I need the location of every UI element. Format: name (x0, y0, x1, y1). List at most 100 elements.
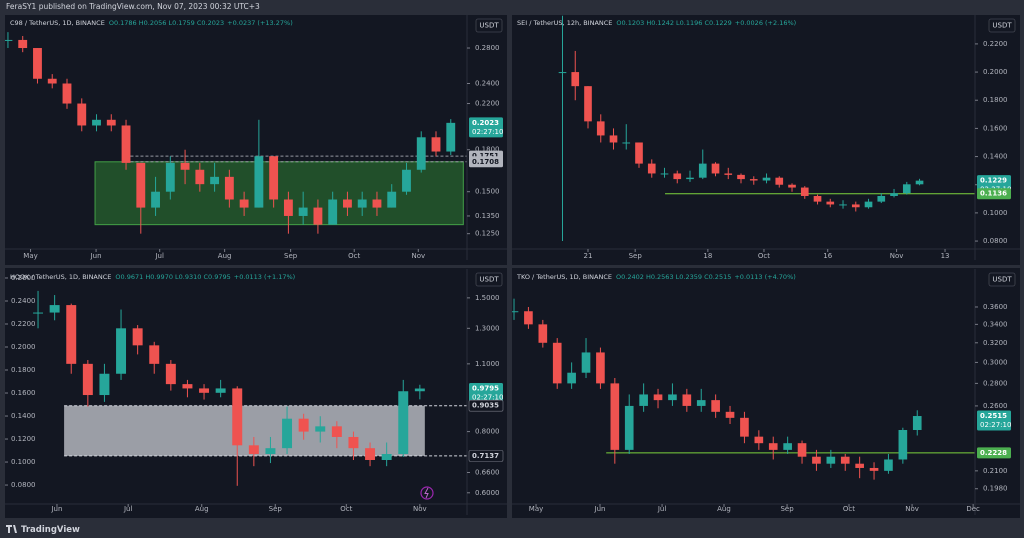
y-tick-label: 0.2800 (983, 379, 1008, 387)
currency-button[interactable]: USDT (992, 22, 1012, 30)
x-tick-label: Sep (780, 505, 794, 513)
currency-button[interactable]: USDT (479, 22, 499, 30)
candle-body (673, 173, 682, 180)
candle-body (622, 142, 631, 144)
publish-header: FeraSY1 published on TradingView.com, No… (6, 2, 260, 11)
candle-body (898, 429, 908, 460)
price-zone (64, 405, 425, 456)
candle-body (387, 191, 397, 208)
price-label-box (977, 410, 1011, 431)
candle-body (210, 176, 220, 185)
candle-body (581, 352, 591, 373)
lightning-icon[interactable] (420, 486, 434, 500)
symbol-info: SEI / TetherUS, 12h, BINANCE O0.1203 H0.1… (517, 19, 796, 27)
y-tick-label: 0.1350 (475, 212, 500, 220)
currency-button[interactable]: USDT (992, 276, 1012, 284)
candle-body (151, 191, 160, 208)
x-tick-label: 13 (941, 252, 950, 260)
candle-body (915, 180, 924, 185)
currency-button-box[interactable] (475, 272, 503, 287)
candle-body (33, 48, 42, 79)
candle-body (431, 137, 441, 152)
candle-body (647, 163, 656, 174)
y-tick-label: 0.6000 (475, 489, 500, 497)
price-label: 0.7137 (472, 452, 499, 460)
candle-body (524, 311, 533, 325)
y2-tick-label: 0.1400 (11, 412, 36, 420)
candle-body (149, 345, 160, 364)
candle-body (855, 463, 864, 468)
currency-button-box[interactable] (988, 272, 1016, 287)
brand-name: TradingView (21, 525, 80, 535)
candle-body (724, 173, 733, 175)
candle-body (538, 324, 548, 343)
currency-button-box[interactable] (988, 18, 1016, 33)
y-tick-label: 0.3000 (983, 358, 1008, 366)
candle-body (331, 426, 342, 437)
x-tick-label: Jul (123, 505, 133, 513)
countdown: 02:27:10 (980, 421, 1011, 429)
x-tick-label: Jun (594, 505, 606, 513)
plot-area (33, 290, 467, 486)
candle-body (740, 417, 749, 437)
y-tick-label: 0.2600 (983, 402, 1008, 410)
y-tick-label: 0.1250 (475, 230, 500, 238)
candle-body (869, 467, 879, 471)
y2-tick-label: 0.2400 (11, 297, 36, 305)
candle-body (912, 416, 922, 430)
candle-body (660, 173, 669, 175)
candle-body (195, 169, 205, 185)
price-change: +0.0113 (+4.70%) (734, 273, 795, 281)
y-tick-label: 0.1980 (983, 485, 1008, 493)
ohlc-values: O0.9671 H0.9970 L0.9310 C0.9795 (115, 273, 230, 281)
candle-body (116, 328, 127, 374)
plot-area (5, 32, 467, 234)
candle-body (121, 125, 131, 163)
candle-body (199, 388, 210, 393)
y2-tick-label: 0.1200 (11, 435, 36, 443)
candle-body (686, 177, 694, 180)
ohlc-values: O0.2402 H0.2563 L0.2359 C0.2515 (616, 273, 731, 281)
candle-body (877, 195, 886, 202)
candle-body (902, 184, 911, 194)
candle-body (33, 312, 44, 314)
panel (5, 268, 507, 518)
y2-tick-label: 0.2000 (11, 343, 36, 351)
y-tick-label: 0.2000 (983, 68, 1008, 76)
y-tick-label: 0.1000 (983, 209, 1008, 217)
currency-button-box[interactable] (475, 18, 503, 33)
candle-body (381, 454, 392, 460)
candle-body (82, 363, 93, 396)
candle-body (343, 199, 352, 208)
panel (512, 268, 1020, 518)
ohlc-values: O0.1203 H0.1242 L0.1196 C0.1229 (616, 19, 731, 27)
candle-body (269, 156, 279, 200)
price-label: 0.9035 (472, 402, 499, 410)
y2-tick-label: 0.2200 (11, 320, 36, 328)
y-tick-label: 1.3000 (475, 324, 500, 332)
candle-body (92, 119, 101, 126)
price-label-box (468, 450, 504, 462)
candle-body (239, 199, 249, 208)
candle-body (635, 142, 643, 164)
candle-body (365, 448, 376, 460)
candle-body (402, 169, 411, 192)
symbol-info: TKO / TetherUS, 1D, BINANCE O0.2402 H0.25… (516, 273, 796, 281)
tradingview-logo (6, 525, 17, 533)
price-change: +0.0113 (+1.17%) (234, 273, 295, 281)
candle-body (596, 352, 605, 384)
candle-body (775, 177, 784, 185)
price-label: 0.9795 (472, 385, 499, 393)
x-tick-label: Oct (843, 505, 855, 513)
candle-body (136, 162, 146, 208)
y-tick-label: 0.2800 (475, 44, 500, 52)
symbol-name: HOOK / TetherUS, 1D, BINANCE (10, 273, 111, 281)
candle-body (282, 418, 293, 449)
y2-tick-label: 0.1000 (11, 458, 36, 466)
candle-body (372, 199, 382, 208)
y2-tick-label: 0.1800 (11, 366, 36, 374)
currency-button[interactable]: USDT (479, 276, 499, 284)
x-tick-label: Jul (657, 505, 667, 513)
